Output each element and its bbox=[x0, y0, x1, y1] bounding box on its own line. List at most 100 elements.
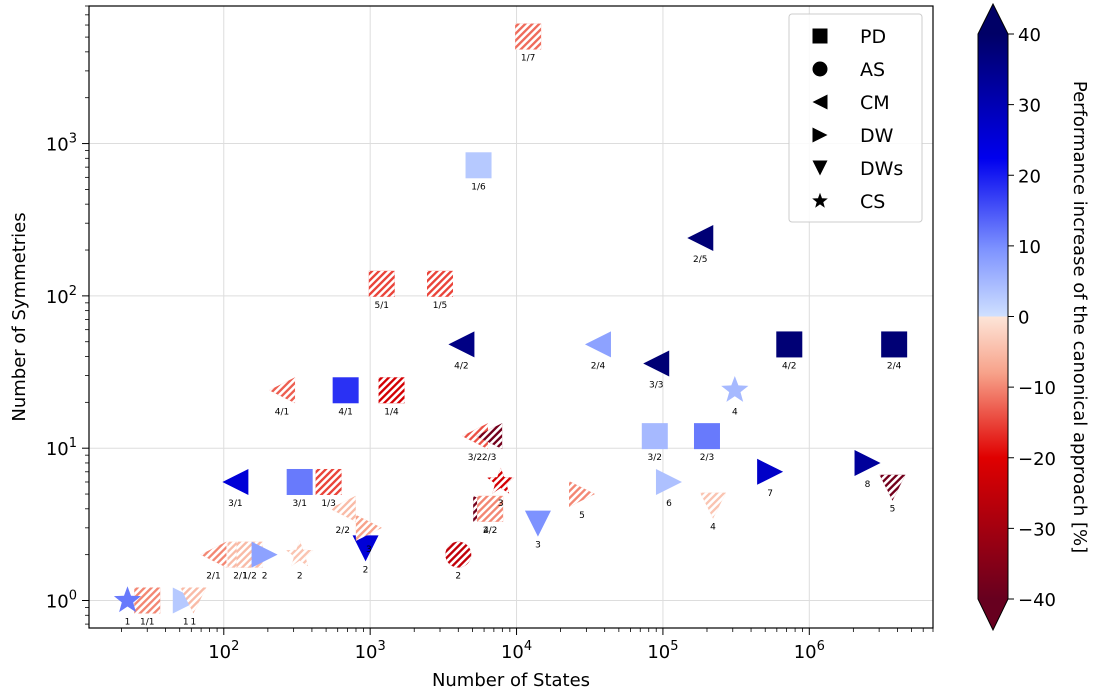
hatch-pattern bbox=[378, 377, 405, 404]
data-point-triangle-right bbox=[568, 481, 595, 508]
triangle-right-marker-icon bbox=[812, 127, 828, 143]
data-point-triangle-right bbox=[355, 514, 382, 541]
point-label: 4/2 bbox=[782, 361, 796, 371]
triangle-left-marker-icon bbox=[812, 94, 828, 110]
point-label: 2/3 bbox=[482, 453, 496, 463]
colorbar-bottom-extension bbox=[978, 599, 1008, 630]
hatch-pattern bbox=[200, 541, 227, 568]
point-label: 2 bbox=[363, 565, 369, 575]
point-label: 4/1 bbox=[275, 407, 289, 417]
point-label: 4 bbox=[732, 407, 738, 417]
point-label: 3/1 bbox=[228, 499, 242, 509]
data-point-triangle-right bbox=[854, 449, 881, 476]
colorbar-tick-label: 40 bbox=[1018, 25, 1041, 46]
point-label: 2/5 bbox=[693, 255, 707, 265]
data-point-triangle-right bbox=[172, 587, 199, 614]
colorbar: −40 −30 −20 −10 0 10 20 30 40 Performance increa… bbox=[977, 2, 1090, 632]
x-tick-label: 102 bbox=[208, 639, 239, 663]
hatch-pattern bbox=[355, 514, 382, 541]
data-point-square bbox=[465, 152, 492, 179]
data-point-square bbox=[776, 331, 803, 358]
point-label: 2 bbox=[297, 572, 303, 582]
data-point-triangle-left bbox=[200, 541, 227, 568]
hatch-pattern bbox=[329, 495, 356, 522]
legend-entry-dws: DWs bbox=[812, 158, 903, 180]
point-label: 1 bbox=[191, 618, 197, 628]
colorbar-tick-label: −10 bbox=[1018, 378, 1056, 399]
data-point-triangle-right bbox=[655, 468, 682, 495]
legend-label: AS bbox=[860, 59, 885, 81]
point-label: 5 bbox=[890, 505, 896, 515]
data-point-square bbox=[427, 270, 454, 297]
hatch-pattern bbox=[477, 495, 504, 522]
point-label: 4/1 bbox=[338, 407, 352, 417]
point-label: 2 bbox=[455, 572, 461, 582]
point-label: 8 bbox=[865, 480, 871, 490]
y-axis-label: Number of Symmetries bbox=[9, 212, 30, 421]
point-label: 2/1 bbox=[206, 572, 220, 582]
point-label: 4 bbox=[483, 526, 489, 536]
hatch-pattern bbox=[515, 23, 542, 50]
y-tick-label: 103 bbox=[46, 132, 77, 156]
colorbar-tick-label: 10 bbox=[1018, 237, 1041, 258]
legend-entry-cm: CM bbox=[812, 92, 890, 114]
point-label: 6 bbox=[666, 499, 672, 509]
legend-entry-as: AS bbox=[812, 59, 885, 81]
point-label: 1/2 bbox=[242, 572, 256, 582]
hatch-pattern bbox=[269, 377, 296, 404]
data-point-triangle-left bbox=[329, 495, 356, 522]
point-label: 3 bbox=[498, 499, 504, 509]
legend-entry-cs: CS bbox=[812, 191, 885, 213]
data-point-square bbox=[477, 495, 504, 522]
hatch-pattern bbox=[427, 270, 454, 297]
colorbar-label: Performance increase of the canonical ap… bbox=[1069, 81, 1090, 553]
star-marker-icon bbox=[812, 192, 828, 208]
data-point-triangle-down bbox=[524, 510, 551, 537]
colorbar-tick-label: −40 bbox=[1018, 590, 1056, 611]
x-tick-label: 104 bbox=[501, 639, 532, 663]
x-tick-label: 106 bbox=[794, 639, 825, 663]
colorbar-tick-label: −30 bbox=[1018, 519, 1056, 540]
legend-label: PD bbox=[860, 26, 886, 48]
legend-entry-pd: PD bbox=[812, 26, 886, 48]
data-point-triangle-left bbox=[643, 350, 670, 377]
x-axis-label: Number of States bbox=[432, 670, 590, 691]
point-label: 1/3 bbox=[321, 499, 335, 509]
data-point-square bbox=[881, 331, 908, 358]
hatch-pattern bbox=[568, 481, 595, 508]
point-label: 1/4 bbox=[384, 407, 399, 417]
y-tick-label: 102 bbox=[46, 284, 77, 308]
data-point-triangle-down bbox=[352, 535, 379, 562]
data-point-square bbox=[693, 423, 720, 450]
data-point-square bbox=[515, 23, 542, 50]
point-label: 3 bbox=[535, 541, 541, 551]
point-label: 2/4 bbox=[887, 361, 902, 371]
data-point-square bbox=[332, 377, 359, 404]
hatch-pattern bbox=[445, 541, 472, 568]
major-ticks bbox=[82, 143, 810, 635]
data-point-square bbox=[368, 270, 395, 297]
x-tick-label: 105 bbox=[647, 639, 678, 663]
point-label: 1/6 bbox=[471, 182, 486, 192]
legend: PD AS CM DW DWs CS bbox=[788, 13, 923, 223]
point-label: 4 bbox=[710, 523, 716, 533]
legend-label: CS bbox=[860, 191, 885, 213]
x-tick-label: 103 bbox=[355, 639, 386, 663]
point-label: 1/1 bbox=[140, 618, 154, 628]
hatch-pattern bbox=[476, 423, 503, 450]
data-point-square bbox=[378, 377, 405, 404]
data-point-triangle-left bbox=[687, 224, 714, 251]
data-point-star bbox=[721, 376, 749, 402]
point-label: 3/2 bbox=[468, 453, 482, 463]
data-point-triangle-left bbox=[269, 377, 296, 404]
legend-entry-dw: DW bbox=[812, 125, 894, 147]
point-label: 2/2 bbox=[483, 526, 497, 536]
triangle-down-marker-icon bbox=[812, 160, 828, 176]
colorbar-gradient bbox=[978, 34, 1008, 599]
point-label: 1/7 bbox=[521, 54, 535, 64]
point-label: 3 bbox=[366, 545, 372, 555]
y-tick-label: 100 bbox=[46, 589, 77, 613]
point-label: 4/2 bbox=[454, 361, 468, 371]
hatch-pattern bbox=[368, 270, 395, 297]
